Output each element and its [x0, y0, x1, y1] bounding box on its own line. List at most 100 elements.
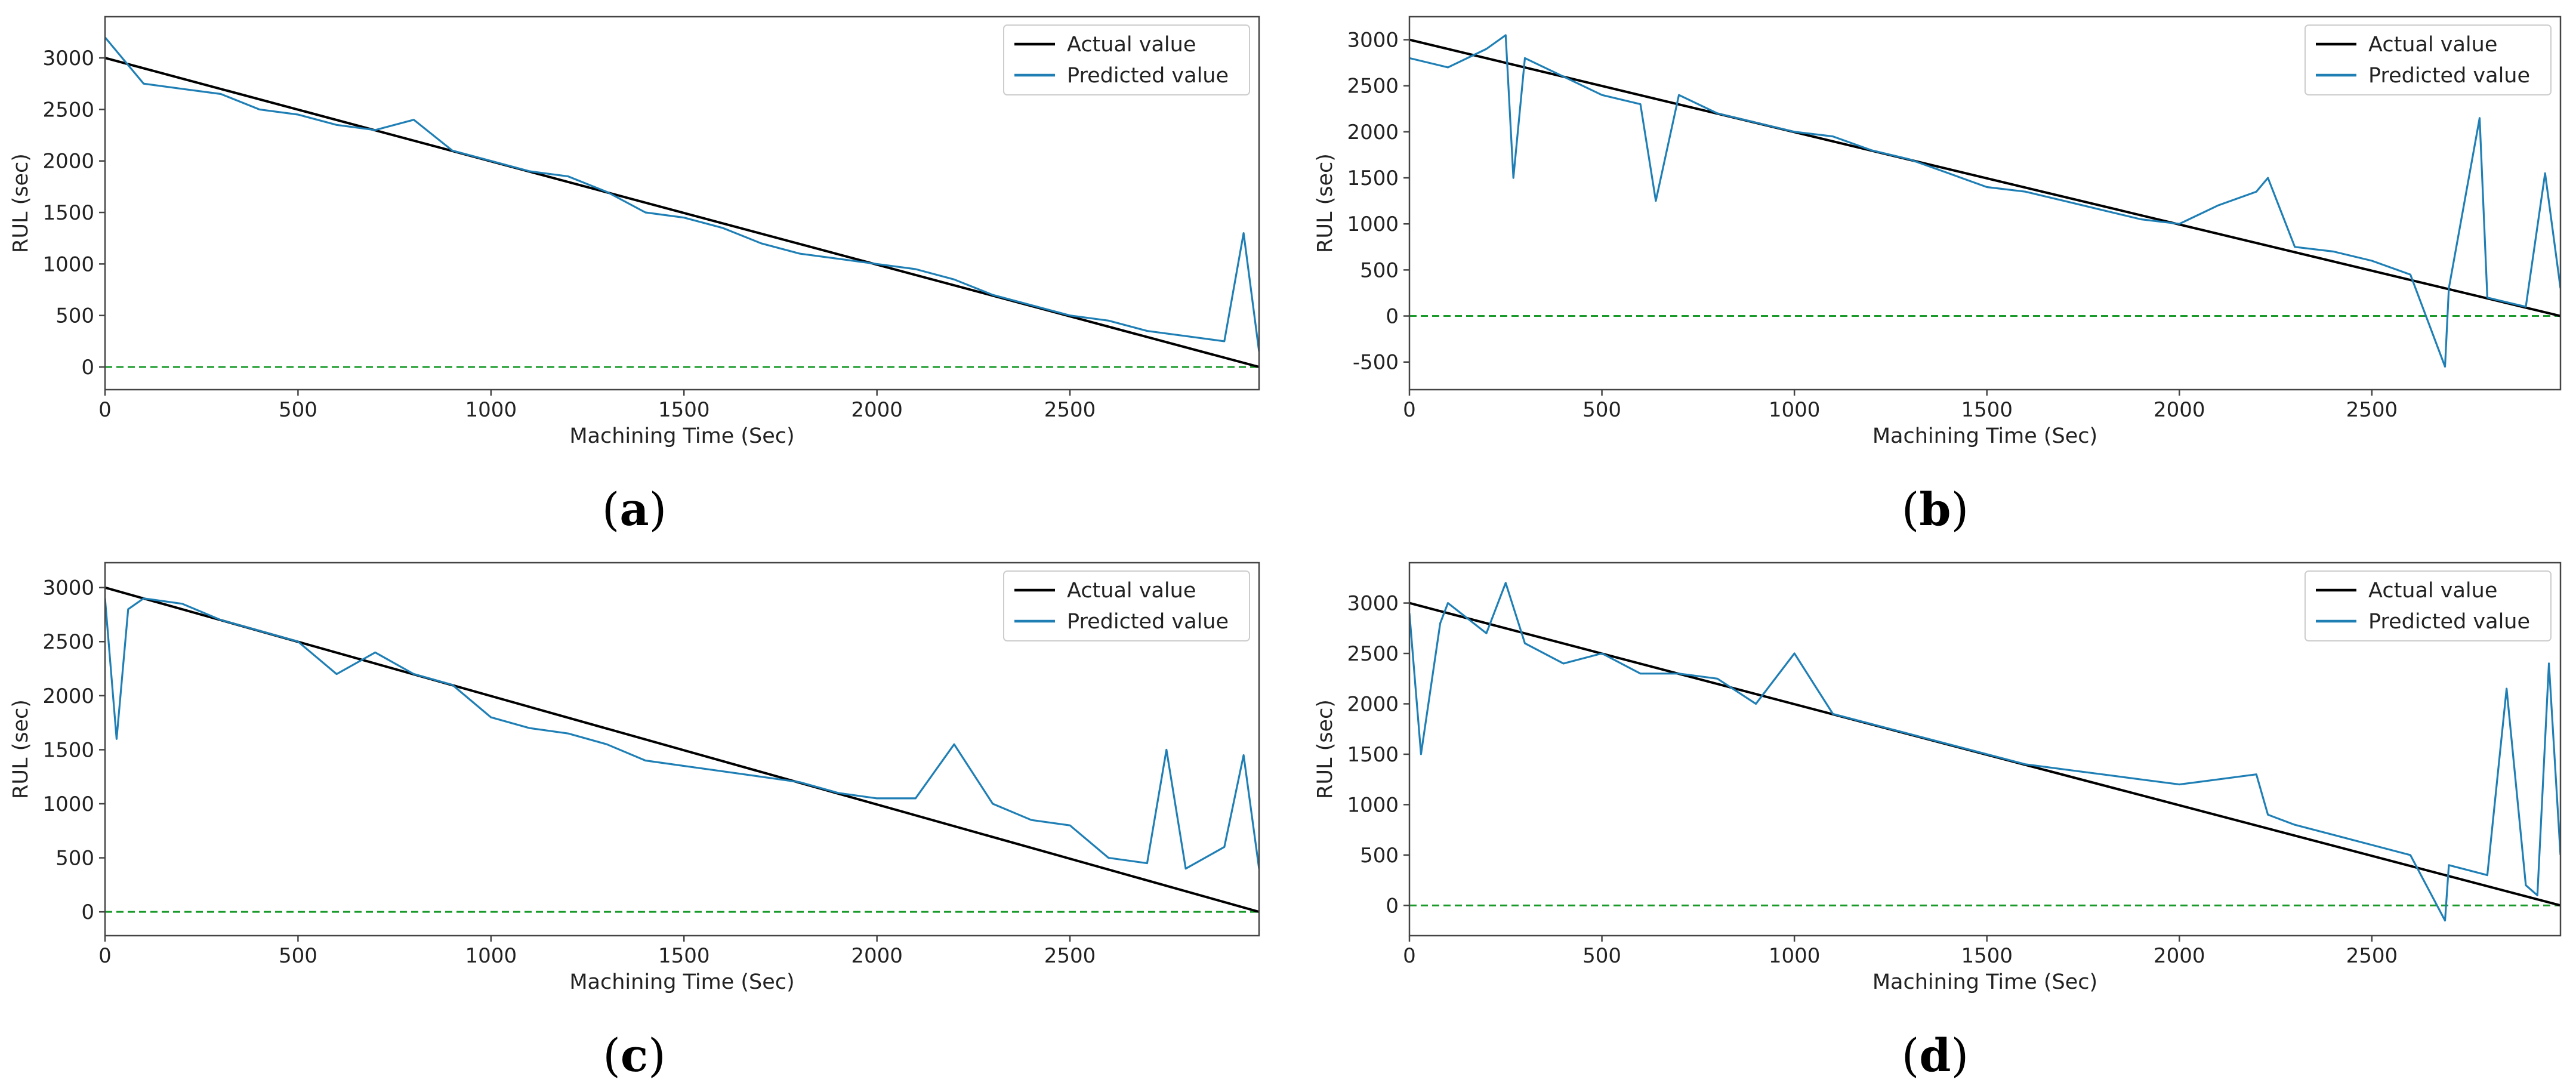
panel-label-open: (	[1902, 483, 1920, 536]
y-tick-label: 1500	[42, 738, 94, 762]
legend-box	[2304, 570, 2552, 641]
x-tick-label: 2000	[851, 398, 903, 422]
legend-label-actual: Actual value	[1067, 33, 1196, 57]
panel-label-letter: b	[1919, 483, 1951, 536]
panel-label-close: )	[1951, 1029, 1969, 1082]
x-tick-label: 1500	[1961, 944, 2013, 968]
legend-label-actual: Actual value	[2368, 33, 2497, 57]
chart-panel-c: 0 500 1000 1500 2000 2500 0 500 1000 1500 2000 2500…	[9, 562, 1260, 1082]
legend-box	[1003, 570, 1250, 641]
x-tick-label: 2500	[2346, 398, 2398, 422]
panel-label-letter: a	[619, 483, 649, 536]
x-axis-label: Machining Time (Sec)	[569, 970, 794, 994]
x-tick-label: 0	[1403, 398, 1416, 422]
panel-label-letter: d	[1919, 1029, 1951, 1082]
y-tick-label: 0	[1386, 894, 1399, 918]
series-line-predicted	[1409, 34, 2560, 368]
y-tick-label: 500	[55, 304, 94, 328]
x-tick-label: 2000	[851, 944, 903, 968]
y-axis-label: RUL (sec)	[1313, 153, 1337, 253]
legend: Actual value Predicted value	[2304, 570, 2552, 641]
y-tick-label: 0	[81, 356, 94, 380]
x-tick-label: 2500	[1044, 944, 1096, 968]
panel-label-close: )	[648, 1029, 666, 1082]
y-tick-label: 2000	[1347, 692, 1399, 716]
plot-frame	[104, 16, 1260, 391]
y-tick-label: 2000	[1347, 121, 1399, 144]
x-tick-label: 1000	[1769, 398, 1821, 422]
x-tick-label: 2500	[2346, 944, 2398, 968]
legend-label-predicted: Predicted value	[2368, 64, 2530, 88]
plot-frame	[1408, 16, 2562, 391]
y-tick-label: 2000	[42, 150, 94, 174]
legend-label-predicted: Predicted value	[2368, 610, 2530, 634]
x-axis-label: Machining Time (Sec)	[569, 424, 794, 448]
y-tick-label: 2000	[42, 684, 94, 708]
y-tick-label: -500	[1353, 351, 1399, 375]
series-line-predicted	[105, 36, 1259, 352]
x-tick-label: 500	[1582, 944, 1621, 968]
panel-label-open: (	[602, 483, 620, 536]
plot-frame	[1408, 562, 2562, 937]
legend-label-predicted: Predicted value	[1067, 610, 1229, 634]
x-tick-label: 2000	[2154, 944, 2205, 968]
x-tick-label: 1000	[465, 398, 517, 422]
y-tick-label: 2500	[42, 98, 94, 122]
x-tick-label: 2500	[1044, 398, 1096, 422]
panel-label-open: (	[1902, 1029, 1920, 1082]
x-tick-label: 1000	[1769, 944, 1821, 968]
panel-label-open: (	[603, 1029, 621, 1082]
panel-label: (d)	[1902, 1029, 1969, 1082]
legend: Actual value Predicted value	[1003, 570, 1250, 641]
y-tick-label: 1000	[1347, 212, 1399, 236]
legend-box	[2304, 24, 2552, 95]
y-axis-label: RUL (sec)	[1313, 699, 1337, 799]
y-tick-label: 1000	[42, 252, 94, 276]
y-tick-label: 3000	[42, 47, 94, 70]
x-tick-label: 1500	[658, 944, 710, 968]
series-line-actual	[1409, 38, 2560, 317]
chart-panel-a: 0 500 1000 1500 2000 2500 0 500 1000 1500 2000 2500…	[9, 16, 1260, 536]
x-tick-label: 1500	[1961, 398, 2013, 422]
legend-label-actual: Actual value	[2368, 579, 2497, 603]
y-tick-label: 0	[1386, 305, 1399, 329]
y-tick-label: 3000	[1347, 29, 1399, 53]
x-tick-label: 2000	[2154, 398, 2205, 422]
panel-label: (b)	[1902, 483, 1969, 536]
y-tick-label: 1000	[1347, 793, 1399, 817]
panel-label-close: )	[1951, 483, 1969, 536]
y-tick-label: 3000	[42, 576, 94, 600]
x-tick-label: 1500	[658, 398, 710, 422]
legend-label-predicted: Predicted value	[1067, 64, 1229, 88]
x-tick-label: 500	[279, 398, 317, 422]
y-tick-label: 500	[1360, 258, 1399, 282]
panel-label: (c)	[603, 1029, 666, 1082]
legend: Actual value Predicted value	[2304, 24, 2552, 95]
chart-panel-d: 0 500 1000 1500 2000 2500 0 500 1000 1500 2000 2500…	[1313, 562, 2562, 1082]
x-tick-label: 500	[1582, 398, 1621, 422]
legend: Actual value Predicted value	[1003, 24, 1250, 95]
panel-label: (a)	[602, 483, 667, 536]
chart-panel-b: 0 500 1000 1500 2000 2500-5000500100015002000…	[1313, 16, 2562, 536]
x-tick-label: 0	[1403, 944, 1416, 968]
y-tick-label: 500	[55, 847, 94, 871]
legend-label-actual: Actual value	[1067, 579, 1196, 603]
x-tick-label: 0	[98, 398, 112, 422]
x-axis-label: Machining Time (Sec)	[1872, 970, 2097, 994]
y-axis-label: RUL (sec)	[9, 153, 33, 253]
x-tick-label: 0	[98, 944, 112, 968]
x-tick-label: 500	[279, 944, 317, 968]
y-tick-label: 2500	[1347, 75, 1399, 98]
y-tick-label: 500	[1360, 844, 1399, 868]
y-tick-label: 2500	[1347, 642, 1399, 666]
y-tick-label: 1500	[1347, 743, 1399, 767]
panel-label-letter: c	[621, 1029, 648, 1082]
y-tick-label: 2500	[42, 630, 94, 654]
y-tick-label: 1500	[42, 201, 94, 225]
y-tick-label: 1000	[42, 792, 94, 816]
y-tick-label: 1500	[1347, 166, 1399, 190]
x-tick-label: 1000	[465, 944, 517, 968]
panel-label-close: )	[649, 483, 667, 536]
series-line-predicted	[105, 597, 1259, 870]
